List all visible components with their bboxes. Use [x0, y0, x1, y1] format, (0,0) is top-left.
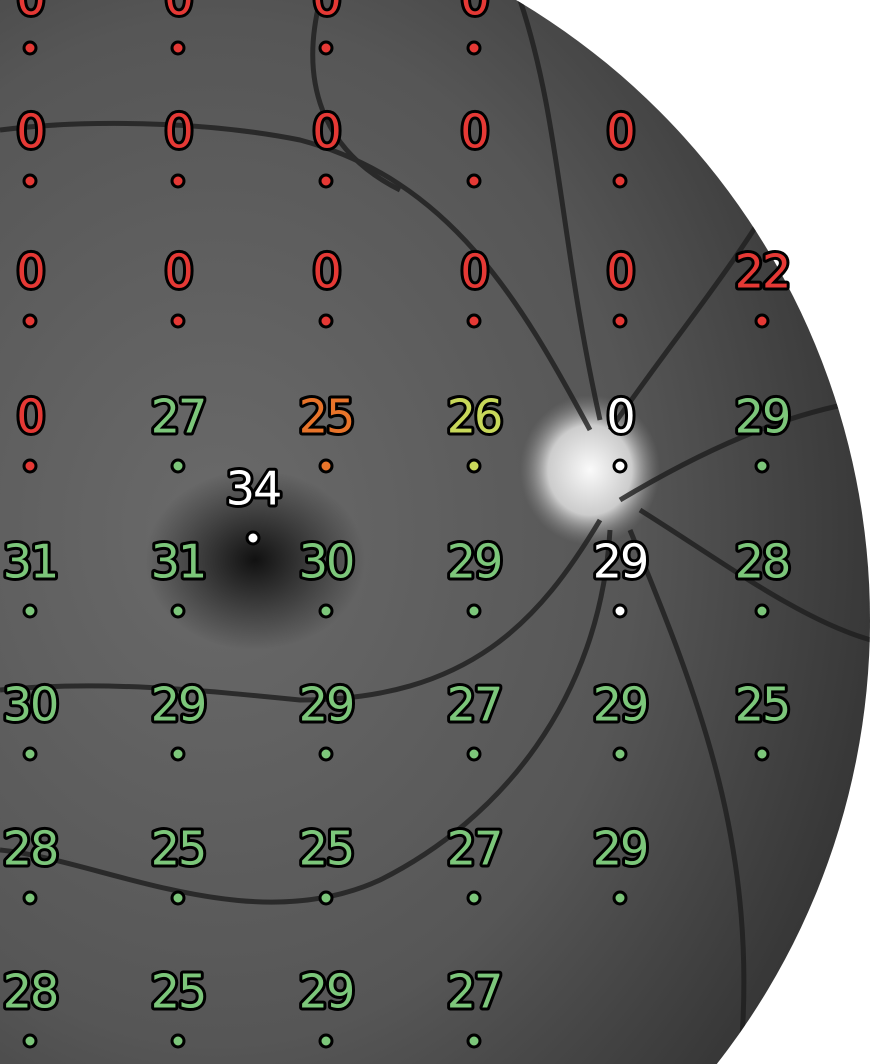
stimulus-dot	[754, 458, 770, 474]
sensitivity-value: 0	[460, 105, 487, 159]
stimulus-dot	[245, 530, 261, 546]
stimulus-dot	[170, 313, 186, 329]
stimulus-dot	[22, 458, 38, 474]
sensitivity-value: 0	[16, 105, 43, 159]
sensitivity-value: 28	[3, 822, 58, 876]
stimulus-dot	[318, 173, 334, 189]
stimulus-dot	[22, 603, 38, 619]
stimulus-dot	[170, 746, 186, 762]
sensitivity-value: 22	[735, 245, 790, 299]
sensitivity-value: 29	[151, 678, 206, 732]
stimulus-dot	[318, 890, 334, 906]
sensitivity-value: 26	[447, 390, 502, 444]
stimulus-dot	[754, 746, 770, 762]
sensitivity-value: 0	[16, 245, 43, 299]
stimulus-dot	[22, 746, 38, 762]
stimulus-dot	[170, 458, 186, 474]
sensitivity-value: 0	[312, 105, 339, 159]
sensitivity-value: 25	[151, 965, 206, 1019]
sensitivity-value: 0	[16, 0, 43, 26]
sensitivity-value: 0	[164, 245, 191, 299]
stimulus-dot	[466, 313, 482, 329]
stimulus-dot	[612, 458, 628, 474]
sensitivity-value: 0	[312, 0, 339, 26]
sensitivity-value: 31	[3, 535, 58, 589]
stimulus-dot	[22, 313, 38, 329]
sensitivity-value: 0	[16, 390, 43, 444]
sensitivity-value: 0	[460, 245, 487, 299]
sensitivity-value: 30	[3, 678, 58, 732]
sensitivity-value: 30	[299, 535, 354, 589]
stimulus-dot	[318, 603, 334, 619]
sensitivity-value: 28	[735, 535, 790, 589]
sensitivity-value: 27	[447, 678, 502, 732]
sensitivity-value: 25	[735, 678, 790, 732]
stimulus-dot	[754, 313, 770, 329]
stimulus-dot	[22, 1033, 38, 1049]
sensitivity-value: 0	[460, 0, 487, 26]
stimulus-dot	[170, 173, 186, 189]
sensitivity-value: 29	[299, 678, 354, 732]
stimulus-dot	[318, 746, 334, 762]
stimulus-dot	[612, 603, 628, 619]
sensitivity-value: 0	[606, 245, 633, 299]
sensitivity-value: 0	[164, 0, 191, 26]
stimulus-dot	[170, 40, 186, 56]
stimulus-dot	[170, 890, 186, 906]
sensitivity-value: 31	[151, 535, 206, 589]
sensitivity-value: 0	[606, 105, 633, 159]
sensitivity-value: 34	[226, 462, 281, 516]
stimulus-dot	[170, 1033, 186, 1049]
stimulus-dot	[466, 173, 482, 189]
sensitivity-value: 0	[164, 105, 191, 159]
sensitivity-value: 25	[151, 822, 206, 876]
stimulus-dot	[612, 890, 628, 906]
sensitivity-value: 0	[312, 245, 339, 299]
stimulus-dot	[318, 458, 334, 474]
stimulus-dot	[466, 40, 482, 56]
stimulus-dot	[318, 1033, 334, 1049]
stimulus-dot	[612, 313, 628, 329]
stimulus-dot	[22, 890, 38, 906]
stimulus-dot	[22, 40, 38, 56]
sensitivity-value: 29	[593, 535, 648, 589]
stimulus-dot	[318, 313, 334, 329]
stimulus-dot	[466, 458, 482, 474]
stimulus-dot	[170, 603, 186, 619]
stimulus-dot	[22, 173, 38, 189]
sensitivity-value: 29	[447, 535, 502, 589]
sensitivity-grid: 0 0 0 0 0 0 0 0 0 0 0 0 0 0 22 0 27 25 26 0 29 31 31 30 29 29 28 30…	[0, 0, 794, 1049]
stimulus-dot	[612, 746, 628, 762]
stimulus-dot	[318, 40, 334, 56]
stimulus-dot	[466, 890, 482, 906]
sensitivity-value: 28	[3, 965, 58, 1019]
stimulus-dot	[612, 173, 628, 189]
stimulus-dot	[466, 746, 482, 762]
stimulus-dot	[466, 603, 482, 619]
sensitivity-value: 25	[299, 390, 354, 444]
sensitivity-value: 29	[593, 822, 648, 876]
sensitivity-value: 25	[299, 822, 354, 876]
sensitivity-value: 29	[593, 678, 648, 732]
sensitivity-value: 29	[735, 390, 790, 444]
stimulus-dot	[754, 603, 770, 619]
sensitivity-value: 27	[447, 822, 502, 876]
sensitivity-value: 27	[151, 390, 206, 444]
stimulus-dot	[466, 1033, 482, 1049]
sensitivity-value: 27	[447, 965, 502, 1019]
sensitivity-value: 29	[299, 965, 354, 1019]
sensitivity-value: 0	[606, 390, 633, 444]
